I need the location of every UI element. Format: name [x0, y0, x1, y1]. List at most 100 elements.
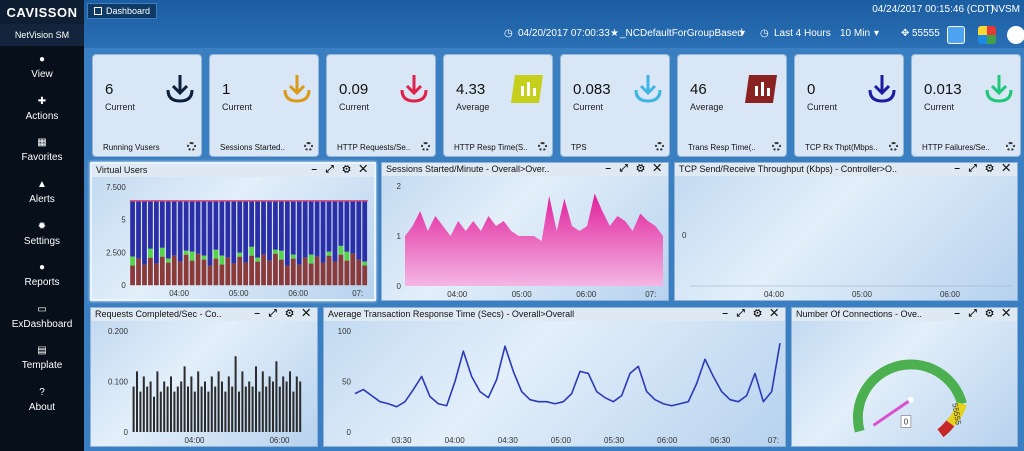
- y-tick-label: 0.100: [108, 378, 129, 387]
- request-bar: [197, 371, 200, 432]
- gear-icon[interactable]: [772, 142, 781, 151]
- request-bar: [136, 371, 138, 432]
- gauge-arc-red: [937, 420, 955, 438]
- request-bar: [170, 376, 172, 432]
- stacked-bar: [273, 200, 278, 286]
- stacked-bar: [362, 200, 368, 286]
- sidebar-item-label: View: [31, 69, 53, 81]
- gear-icon[interactable]: [421, 142, 430, 151]
- panel-title: Virtual Users: [96, 165, 148, 175]
- download-icon: [868, 75, 896, 103]
- kpi-value: 6: [105, 81, 114, 98]
- kpi-sub: Average: [690, 102, 724, 112]
- kpi-card[interactable]: 1 Current Sessions Started..: [209, 54, 319, 157]
- gear-icon[interactable]: [538, 142, 547, 151]
- clock-icon: ◷: [504, 28, 513, 39]
- request-bar: [163, 381, 166, 432]
- user-icon: ●: [38, 54, 46, 66]
- test-run-number[interactable]: 55555: [912, 28, 940, 39]
- sidebar-item-template[interactable]: ▤ Template: [0, 337, 84, 379]
- x-tick-label: 05:00: [551, 436, 572, 445]
- layers-icon[interactable]: [1007, 26, 1024, 44]
- theme-icon[interactable]: [978, 26, 996, 44]
- gear-icon: ✹: [37, 220, 47, 232]
- request-bar: [224, 391, 227, 432]
- avg-trans-panel[interactable]: Average Transaction Response Time (Secs)…: [323, 307, 786, 447]
- control-row: ◷ 04/20/2017 07:00:33 ★ _NCDefaultForGro…: [500, 26, 1024, 44]
- x-tick-label: 07:: [768, 436, 779, 445]
- sidebar-item-reports[interactable]: ● Reports: [0, 254, 84, 296]
- layout-icon[interactable]: [947, 26, 965, 44]
- request-bar: [234, 356, 237, 432]
- kpi-card[interactable]: 0.013 Current HTTP Failures/Se..: [911, 54, 1021, 157]
- request-bar: [278, 386, 281, 432]
- tcp-panel[interactable]: TCP Send/Receive Throughput (Kbps) - Con…: [674, 162, 1018, 301]
- stacked-bar: [302, 200, 308, 286]
- virtual-users-panel[interactable]: Virtual Users – ⤢ ⚙ ✕ 0 2.500 5 7.500 04:00 05…: [90, 162, 376, 301]
- sidebar-item-exdashboard[interactable]: ▭ ExDashboard: [0, 296, 84, 338]
- sidebar-item-about[interactable]: ? About: [0, 379, 84, 421]
- kpi-card[interactable]: 0 Current TCP Rx Thpt(Mbps..: [794, 54, 904, 157]
- panel-tools[interactable]: – ⤢ ⚙ ✕: [954, 308, 1013, 319]
- kpi-card[interactable]: 4.33 Average HTTP Resp Time(S..: [443, 54, 553, 157]
- gear-icon[interactable]: [187, 142, 196, 151]
- alert-circle-icon: ●: [38, 262, 46, 274]
- tab-dashboard[interactable]: Dashboard: [87, 3, 158, 19]
- x-tick-label: 05:00: [852, 290, 873, 299]
- favorite-select[interactable]: _NCDefaultForGroupBased: [620, 28, 743, 39]
- kpi-card[interactable]: 0.083 Current TPS: [560, 54, 670, 157]
- gear-icon[interactable]: [889, 142, 898, 151]
- sidebar-item-settings[interactable]: ✹ Settings: [0, 212, 84, 254]
- panel-tools[interactable]: – ⤢ ⚙ ✕: [311, 164, 370, 175]
- clock-icon: ◷: [760, 28, 769, 39]
- sidebar-item-view[interactable]: ● View: [0, 46, 84, 88]
- avg-trans-chart: 0 50 100 03:30 04:00 04:30 05:00 05:30 06:00 06:3…: [338, 327, 781, 445]
- bar-chart-icon: [745, 75, 777, 103]
- avg-trans-line: [354, 342, 781, 408]
- user-menu[interactable]: NVSM: [991, 4, 1020, 15]
- sidebar-item-favorites[interactable]: ▦ Favorites: [0, 129, 84, 171]
- stacked-bar: [350, 200, 356, 286]
- panel-tools[interactable]: – ⤢ ⚙ ✕: [722, 308, 781, 319]
- stacked-bar: [177, 200, 183, 286]
- interval-select[interactable]: 10 Min: [840, 28, 871, 39]
- chevron-down-icon[interactable]: ▾: [740, 28, 746, 39]
- request-bar: [132, 386, 135, 432]
- sidebar-item-actions[interactable]: ✚ Actions: [0, 88, 84, 130]
- x-tick-label: 03:30: [392, 436, 413, 445]
- panel-tools[interactable]: – ⤢ ⚙ ✕: [254, 308, 313, 319]
- panel-tools[interactable]: – ⤢ ⚙ ✕: [954, 163, 1013, 174]
- sidebar-item-label: Actions: [25, 110, 59, 122]
- kpi-label: HTTP Resp Time(S..: [454, 143, 528, 152]
- stacked-bar: [130, 200, 135, 286]
- star-icon: ★: [610, 28, 619, 39]
- stacked-bar: [148, 200, 153, 286]
- time-range-select[interactable]: Last 4 Hours: [774, 28, 831, 39]
- panel-title: Number Of Connections - Ove..: [796, 309, 923, 319]
- kpi-card[interactable]: 6 Current Running Vusers: [92, 54, 202, 157]
- sessions-panel[interactable]: Sessions Started/Minute - Overall>Over..…: [381, 162, 669, 301]
- request-bar: [149, 381, 152, 432]
- chevron-down-icon[interactable]: ▾: [874, 28, 880, 39]
- sidebar: NetVision SM ● View ✚ Actions ▦ Favorites ▲ Ale…: [0, 24, 84, 451]
- request-bar: [187, 386, 189, 432]
- gear-icon[interactable]: [1006, 142, 1015, 151]
- kpi-card[interactable]: 46 Average Trans Resp Time(..: [677, 54, 787, 157]
- gear-icon[interactable]: [304, 142, 313, 151]
- panel-tools[interactable]: – ⤢ ⚙ ✕: [605, 163, 664, 174]
- start-time[interactable]: 04/20/2017 07:00:33: [518, 28, 610, 39]
- gear-icon[interactable]: [655, 142, 664, 151]
- stacked-bar: [231, 200, 237, 286]
- sidebar-item-label: Reports: [24, 277, 60, 289]
- connections-panel[interactable]: Number Of Connections - Ove.. – ⤢ ⚙ ✕ 0 5…: [791, 307, 1018, 447]
- request-bar: [146, 386, 149, 432]
- kpi-card[interactable]: 0.09 Current HTTP Requests/Se..: [326, 54, 436, 157]
- requests-panel[interactable]: Requests Completed/Sec - Co.. – ⤢ ⚙ ✕ 0 0.…: [90, 307, 318, 447]
- request-bar: [292, 391, 295, 432]
- kpi-label: Trans Resp Time(..: [688, 143, 756, 152]
- request-bar: [295, 376, 298, 432]
- sidebar-item-alerts[interactable]: ▲ Alerts: [0, 171, 84, 213]
- request-bar: [139, 391, 142, 432]
- sessions-chart: 0 1 2 04:00 05:00 06:00 07:: [397, 182, 663, 299]
- request-bar: [193, 391, 196, 432]
